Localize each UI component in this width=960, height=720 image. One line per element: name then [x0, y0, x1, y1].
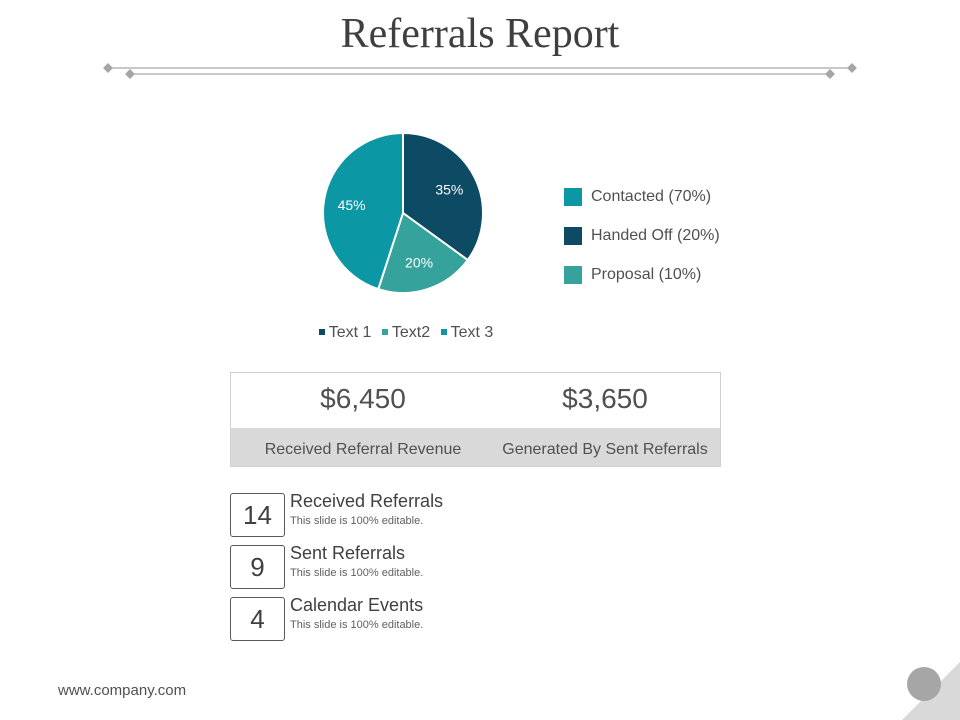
list-item: 14 Received Referrals This slide is 100%…: [230, 491, 630, 537]
list-item: 4 Calendar Events This slide is 100% edi…: [230, 595, 630, 641]
generated-revenue-value: $3,650: [562, 383, 648, 414]
legend-label: Contacted (70%): [591, 188, 712, 205]
list-item: 9 Sent Referrals This slide is 100% edit…: [230, 543, 630, 589]
count-badge: 9: [230, 545, 285, 589]
chart-legend-item: Text2: [381, 324, 431, 342]
footer-url: www.company.com: [58, 682, 187, 699]
pie-slice-label: 20%: [405, 254, 433, 270]
chart-legend-item: Text 3: [440, 324, 494, 342]
pie-slice-label: 35%: [435, 181, 463, 197]
item-description: This slide is 100% editable.: [290, 567, 424, 579]
legend-label: Text 1: [328, 324, 372, 341]
item-description: This slide is 100% editable.: [290, 515, 424, 527]
legend-marker: [440, 328, 447, 335]
legend-label: Proposal (10%): [591, 266, 702, 283]
stats-label-bar: [231, 428, 720, 466]
legend-label: Handed Off (20%): [591, 227, 720, 244]
legend-marker: [381, 328, 388, 335]
count-badge: 14: [230, 493, 285, 537]
chart-legend-item: Text 1: [318, 324, 372, 342]
pie-slice: [322, 131, 404, 291]
pie-chart: 35% 20% 45%: [322, 131, 484, 294]
received-revenue-label: Received Referral Revenue: [264, 441, 462, 458]
legend-label: Text2: [391, 324, 431, 341]
page-title: Referrals Report: [340, 11, 620, 57]
item-title: Calendar Events: [290, 595, 424, 615]
pie-slice: [402, 131, 484, 262]
legend-swatch: [564, 188, 582, 206]
pie-slice: [377, 211, 470, 294]
title-divider: [103, 63, 857, 79]
legend-marker: [318, 328, 325, 335]
corner-decoration: [902, 662, 960, 720]
pie-slice-label: 45%: [338, 197, 366, 213]
legend-swatch: [564, 227, 582, 245]
item-title: Received Referrals: [290, 491, 444, 511]
received-revenue-value: $6,450: [320, 383, 406, 414]
chart-legend: Text 1 Text2 Text 3: [0, 324, 812, 342]
item-description: This slide is 100% editable.: [290, 619, 424, 631]
legend-swatch: [564, 266, 582, 284]
legend-label: Text 3: [450, 324, 494, 341]
stats-panel: $6,450 $3,650 Received Referral Revenue …: [230, 372, 721, 467]
item-title: Sent Referrals: [290, 543, 406, 563]
count-badge: 4: [230, 597, 285, 641]
generated-revenue-label: Generated By Sent Referrals: [502, 441, 708, 458]
